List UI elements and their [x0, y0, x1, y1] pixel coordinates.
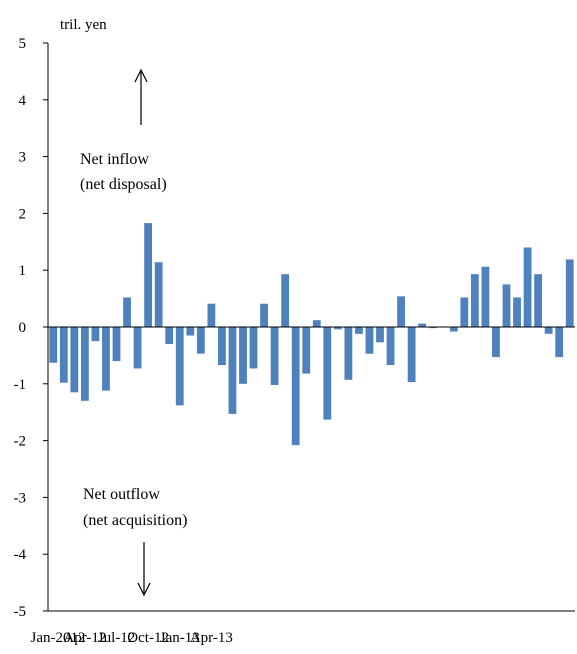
x-tick-label: Apr-12	[63, 630, 106, 646]
y-axis-ticks	[43, 42, 48, 612]
y-tick-label: 2	[19, 206, 27, 222]
bar	[186, 327, 195, 336]
up-arrow	[134, 68, 148, 125]
bar	[502, 284, 511, 327]
y-tick-label: -4	[14, 547, 27, 563]
bar	[534, 274, 543, 327]
bar	[565, 259, 574, 327]
bar	[523, 247, 532, 327]
bar	[80, 327, 89, 401]
net-disposal-label: (net disposal)	[80, 176, 167, 193]
bar	[102, 327, 110, 391]
bar	[70, 327, 79, 393]
bar	[428, 327, 437, 329]
bar	[449, 327, 458, 332]
x-tick-label: Jan-13	[160, 630, 200, 646]
bar	[481, 266, 490, 327]
y-tick-label: 4	[19, 93, 27, 109]
y-tick-label: -2	[14, 434, 27, 450]
bar	[123, 297, 131, 327]
bar	[228, 327, 237, 414]
bar	[355, 327, 363, 334]
bar	[386, 327, 395, 366]
x-tick-label: Jan-2012	[31, 630, 86, 646]
bar	[323, 327, 332, 420]
down-arrow	[137, 542, 151, 597]
net-inflow-label: Net inflow	[80, 151, 149, 168]
bar	[175, 327, 184, 406]
y-tick-label: -3	[14, 490, 27, 506]
bar	[260, 303, 268, 327]
bar	[49, 327, 58, 363]
bar	[513, 297, 521, 327]
bar	[91, 327, 100, 342]
bars	[49, 223, 574, 446]
bar	[407, 327, 416, 383]
bar	[376, 327, 384, 343]
bar	[196, 327, 205, 354]
y-tick-labels: 5 4 3 2 1 0 -1 -2 -3 -4 -5	[14, 36, 27, 620]
bar	[344, 327, 353, 380]
unit-label: tril. yen	[60, 17, 107, 33]
net-outflow-label: Net outflow	[83, 486, 160, 503]
bar	[291, 327, 300, 446]
y-tick-label: 0	[19, 320, 27, 336]
bar	[397, 296, 405, 327]
bar	[165, 327, 174, 345]
bar	[418, 323, 427, 327]
bar	[470, 274, 479, 327]
bar	[239, 327, 247, 384]
bar	[59, 327, 68, 383]
y-tick-label: -5	[14, 604, 27, 620]
bar	[112, 327, 121, 362]
bar	[544, 327, 553, 334]
y-tick-label: 5	[19, 36, 27, 52]
bar	[154, 262, 163, 327]
bar	[144, 223, 153, 327]
bar	[333, 327, 342, 330]
bar	[133, 327, 142, 369]
bar	[218, 327, 226, 366]
y-tick-label: 3	[19, 150, 27, 166]
bar	[460, 297, 469, 327]
x-tick-label: Jul-12	[98, 630, 136, 646]
bar	[302, 327, 311, 374]
x-tick-label: Apr-13	[190, 630, 233, 646]
bar	[207, 303, 216, 327]
bar	[249, 327, 258, 369]
bar	[281, 274, 290, 327]
bar	[555, 327, 564, 358]
bar	[492, 327, 500, 358]
bar	[365, 327, 374, 354]
y-tick-label: -1	[14, 377, 27, 393]
bar	[270, 327, 279, 385]
y-tick-label: 1	[19, 263, 27, 279]
bar	[312, 320, 321, 327]
net-acquisition-label: (net acquisition)	[83, 512, 187, 529]
x-tick-label: Oct-12	[127, 630, 169, 646]
